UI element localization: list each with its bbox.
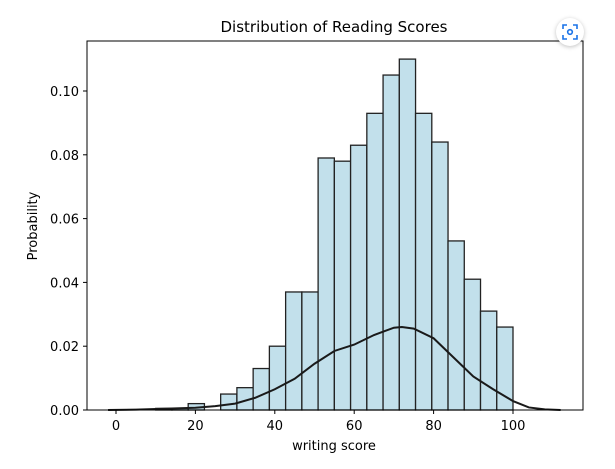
chart-title: Distribution of Reading Scores [221, 18, 448, 36]
histogram-bar [301, 291, 319, 411]
histogram-bar [252, 367, 271, 411]
y-tick-label: 0.04 [50, 276, 79, 291]
histogram-bar [366, 112, 384, 411]
histogram-bar [447, 240, 465, 411]
kde-curve [108, 326, 561, 411]
histogram-bar [349, 144, 368, 411]
histogram-bar [398, 58, 417, 411]
x-tick-label: 40 [267, 419, 284, 434]
histogram-bar [317, 157, 336, 411]
histogram-bar [431, 141, 449, 411]
histogram-bar [220, 393, 238, 411]
histogram-bar [414, 112, 433, 411]
y-tick-label: 0.02 [50, 340, 79, 355]
screenshot-focus-icon [562, 24, 578, 40]
histogram-bar [496, 326, 514, 411]
histogram-bar [382, 74, 400, 411]
histogram-bar [479, 310, 498, 411]
screenshot-button[interactable] [556, 18, 584, 46]
histogram-bar [268, 345, 287, 411]
x-tick-label: 0 [112, 419, 120, 434]
y-axis-label: Probability [26, 191, 41, 260]
histogram-bar [333, 160, 352, 411]
x-tick-label: 20 [187, 419, 204, 434]
plot-frame [86, 40, 584, 411]
histogram-bar [284, 291, 303, 411]
x-tick-label: 60 [346, 419, 363, 434]
x-tick-label: 80 [425, 419, 442, 434]
histogram-bar [463, 278, 482, 411]
y-tick-label: 0.00 [50, 404, 79, 419]
y-tick-label: 0.08 [50, 149, 79, 164]
y-tick-label: 0.06 [50, 213, 79, 228]
x-tick-label: 100 [501, 419, 526, 434]
x-axis-label: writing score [292, 439, 376, 454]
y-tick-label: 0.10 [50, 85, 79, 100]
